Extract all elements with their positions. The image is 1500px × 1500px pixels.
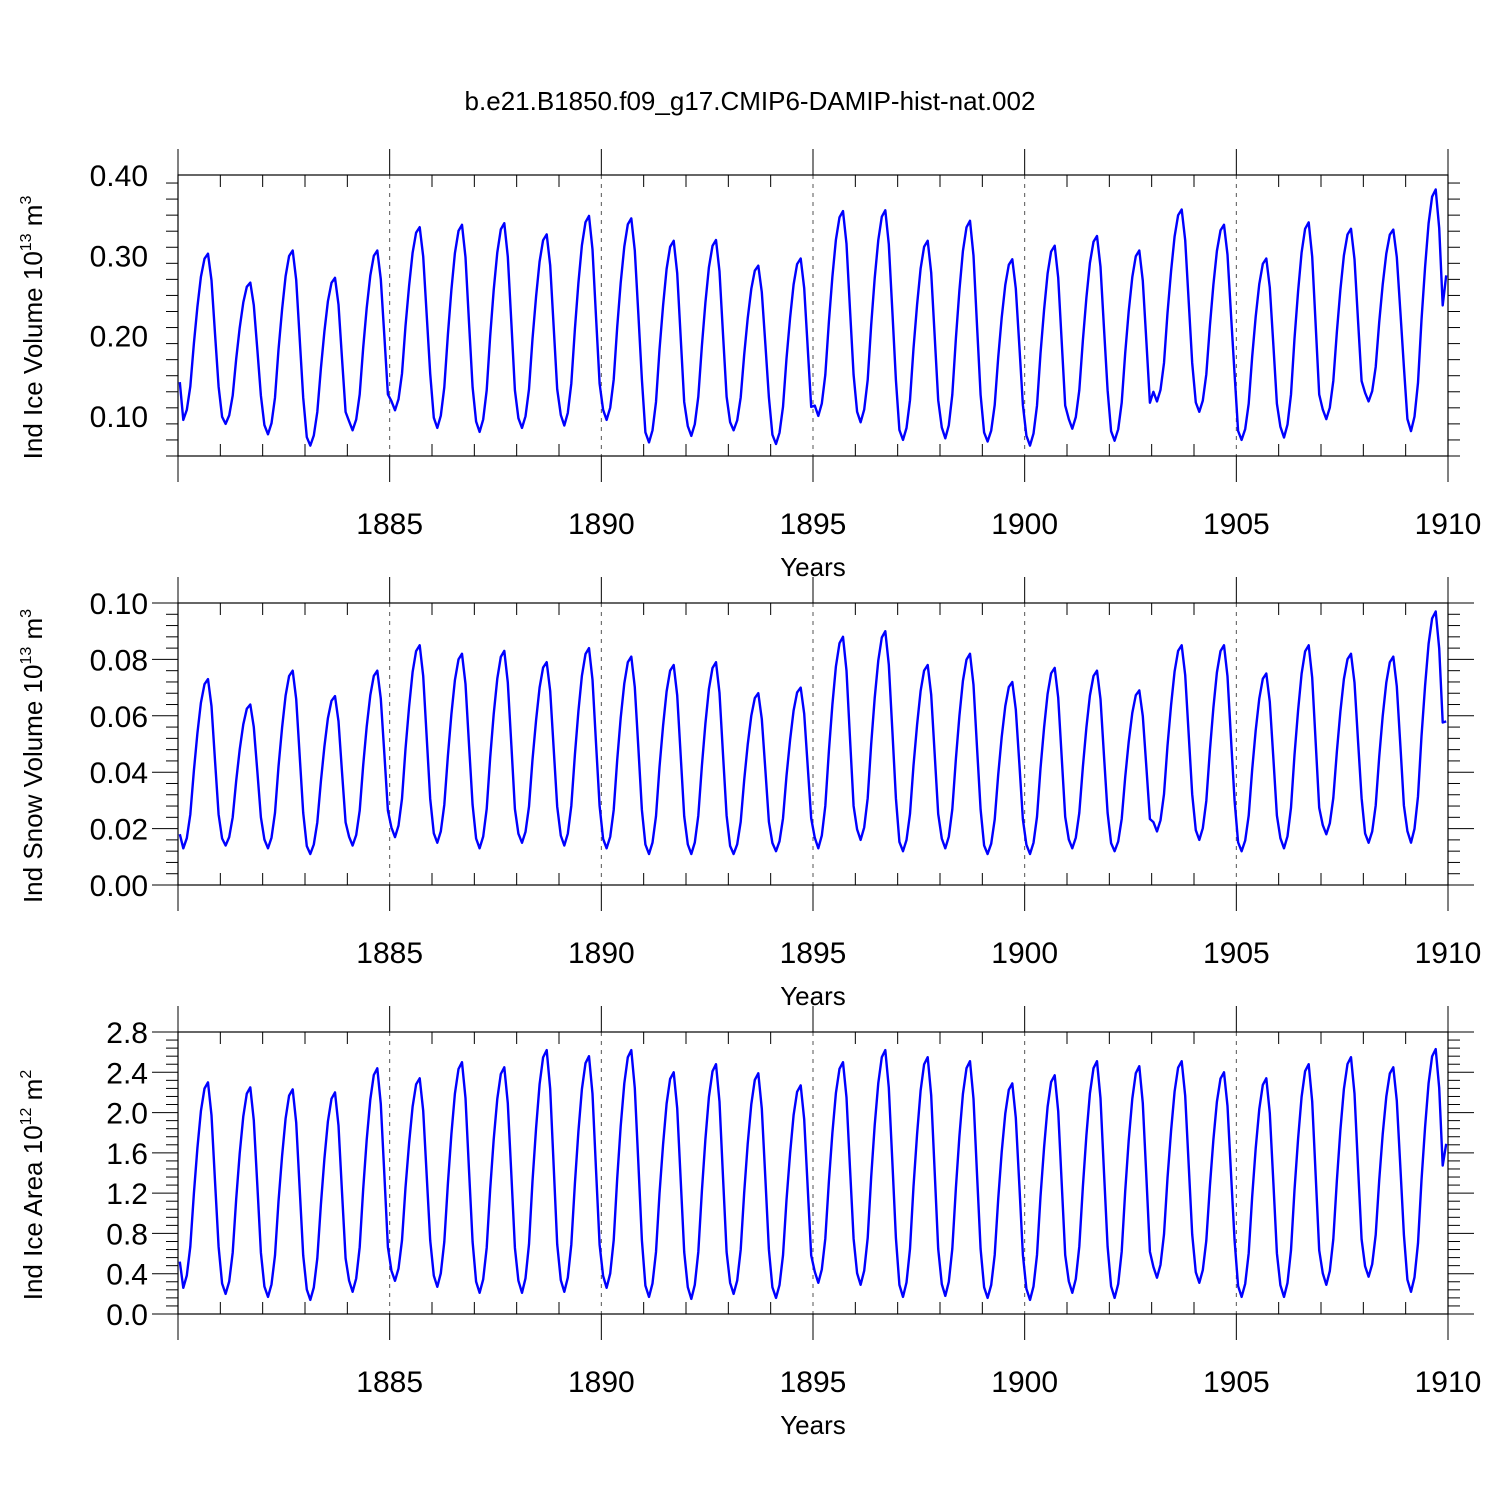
x-tick-label: 1895 [780, 1366, 847, 1399]
y-tick-label: 0.02 [90, 814, 148, 847]
x-tick-label: 1890 [568, 937, 635, 970]
x-tick-label: 1905 [1203, 1366, 1270, 1399]
y-tick-label: 0.04 [90, 757, 148, 790]
figure-title: b.e21.B1850.f09_g17.CMIP6-DAMIP-hist-nat… [465, 86, 1036, 116]
plot-frame [177, 1031, 1449, 1315]
y-tick-label: 0.06 [90, 701, 148, 734]
y-tick-label: 0.0 [106, 1299, 148, 1332]
y-axis-label: Ind Ice Volume 1013 m3 [18, 196, 48, 460]
y-tick-label: 2.0 [106, 1098, 148, 1131]
y-axis-label: Ind Ice Area 1012 m2 [18, 1070, 48, 1301]
x-tick-label: 1905 [1203, 508, 1270, 541]
plot-frame [177, 174, 1449, 457]
y-tick-label: 0.20 [90, 321, 148, 354]
x-tick-label: 1890 [568, 508, 635, 541]
x-tick-label: 1895 [780, 937, 847, 970]
y-tick-label: 0.8 [106, 1218, 148, 1251]
x-tick-label: 1910 [1415, 508, 1482, 541]
x-tick-label: 1885 [356, 508, 423, 541]
y-axis-label: Ind Snow Volume 1013 m3 [18, 609, 48, 903]
x-tick-label: 1900 [991, 1366, 1058, 1399]
y-tick-label: 0.08 [90, 644, 148, 677]
y-tick-label: 0.40 [90, 160, 148, 193]
y-tick-label: 2.8 [106, 1017, 148, 1050]
y-tick-label: 2.4 [106, 1057, 148, 1090]
y-tick-label: 1.6 [106, 1138, 148, 1171]
x-tick-label: 1895 [780, 508, 847, 541]
y-tick-label: 1.2 [106, 1178, 148, 1211]
x-tick-label: 1905 [1203, 937, 1270, 970]
chart-panel-2: 0.00 0.02 0.04 0.06 0.08 0.10 1885 1890 1895 1900… [18, 577, 1481, 1011]
y-tick-label: 0.00 [90, 870, 148, 903]
x-tick-label: 1900 [991, 508, 1058, 541]
series-line-1 [178, 188, 1448, 447]
x-axis-label: Years [780, 1410, 846, 1440]
x-tick-label: 1890 [568, 1366, 635, 1399]
series-line-2 [178, 610, 1447, 856]
chart-panel-3: 0.0 0.4 0.8 1.2 1.6 2.0 2.4 2.8 1885 1890 1895 1900… [18, 1006, 1481, 1440]
x-tick-label: 1885 [356, 1366, 423, 1399]
y-tick-label: 0.10 [90, 588, 148, 621]
plot-frame [177, 602, 1449, 886]
panels: 0.10 0.20 0.30 0.40 1885 1890 1895 1900 1905 1910… [18, 149, 1481, 1440]
x-tick-label: 1885 [356, 937, 423, 970]
chart-panel-1: 0.10 0.20 0.30 0.40 1885 1890 1895 1900 1905 1910… [18, 149, 1481, 582]
series-line-3 [178, 1047, 1448, 1302]
y-tick-label: 0.30 [90, 240, 148, 273]
x-tick-label: 1910 [1415, 937, 1482, 970]
y-tick-label: 0.4 [106, 1259, 148, 1292]
x-tick-label: 1900 [991, 937, 1058, 970]
y-tick-label: 0.10 [90, 401, 148, 434]
x-tick-label: 1910 [1415, 1366, 1482, 1399]
